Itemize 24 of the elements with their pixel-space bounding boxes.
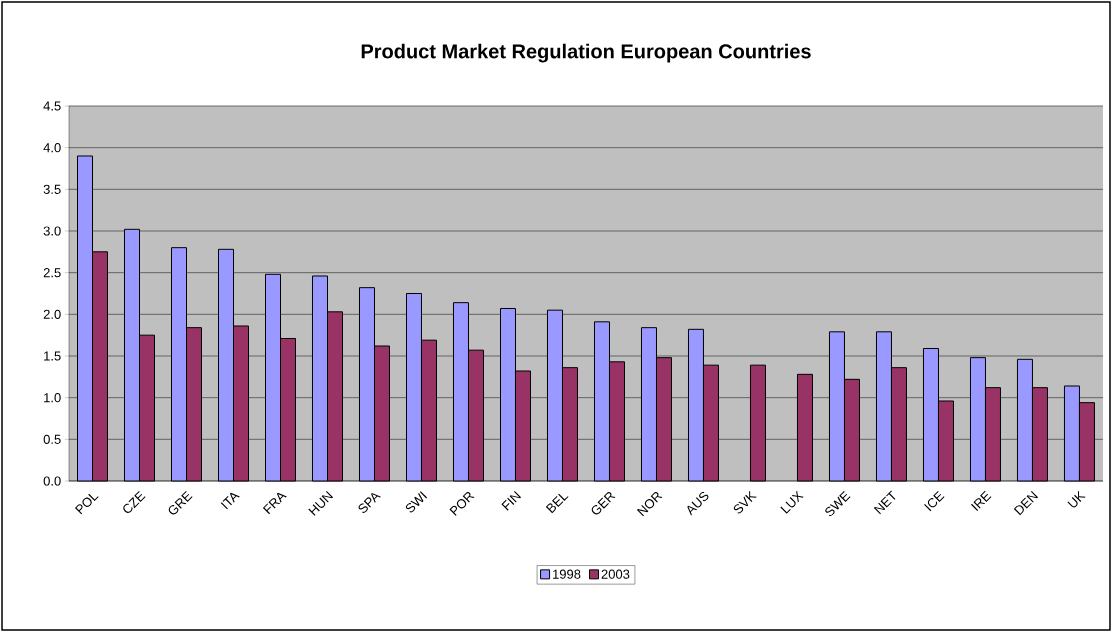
y-tick-label: 1.0 [44,393,61,403]
x-tick-label: IRE [971,490,992,512]
y-tick-label: 4.5 [43,101,61,111]
x-tick-label: FIN [501,491,522,511]
x-tick-label: FRA [262,492,287,515]
x-tick-label: SWI [405,491,428,513]
y-tick-label: 3.5 [43,184,61,194]
x-tick-label: BEL [545,493,569,514]
y-tick-label: 3.0 [43,226,61,236]
y-tick-label: 2.5 [43,268,61,278]
chart-title: Product Market Regulation European Countries [361,43,811,63]
x-tick-label: CZE [123,490,146,513]
y-tick-label: 0.0 [43,476,61,486]
legend-label: 1998 [553,569,581,579]
legend-label: 2003 [601,569,630,579]
y-tick-label: 1.5 [44,351,61,361]
x-tick-label: SPA [358,492,381,513]
y-tick-label: 0.5 [43,434,61,444]
y-tick-label: 2.0 [43,309,61,319]
x-tick-label: ITA [220,492,240,510]
y-tick-label: 4.0 [43,143,61,153]
x-tick-label: ICE [924,490,945,512]
x-tick-label: POL [74,493,99,515]
x-tick-label: UK [1067,490,1086,508]
